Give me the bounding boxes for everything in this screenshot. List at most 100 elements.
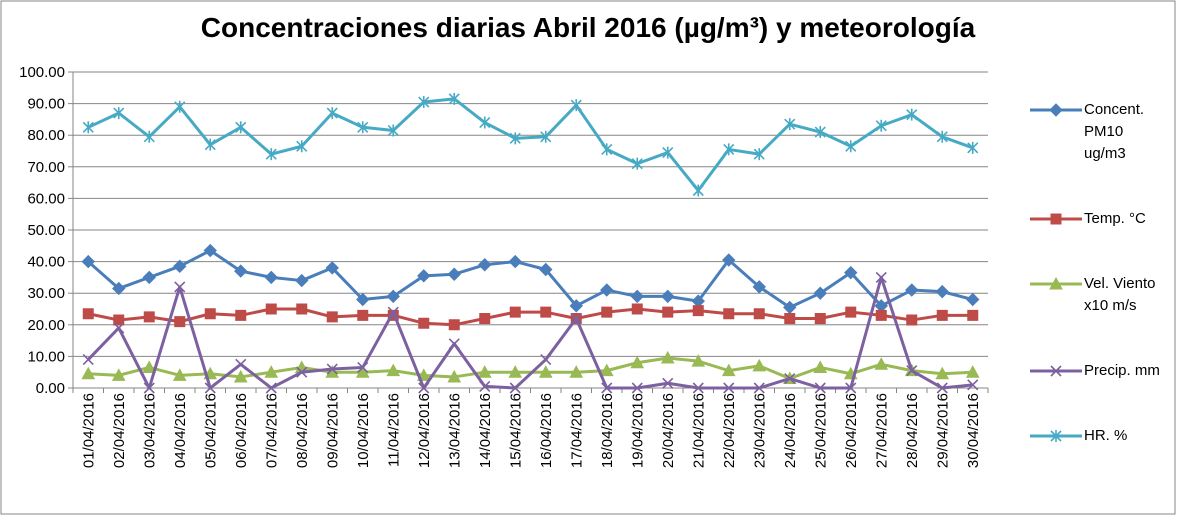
x-tick-label: 10/04/2016 [355,393,372,468]
x-tick-label: 27/04/2016 [873,393,890,468]
marker [234,264,248,278]
x-tick-label: 03/04/2016 [141,393,158,468]
x-tick-label: 15/04/2016 [507,393,524,468]
x-tick-label: 25/04/2016 [812,393,829,468]
marker [630,289,644,304]
marker [599,363,614,377]
y-tick-label: 10.00 [27,348,65,365]
x-tick-label: 26/04/2016 [843,393,860,468]
marker [204,308,216,320]
x-tick-label: 16/04/2016 [538,393,555,468]
y-tick-label: 60.00 [27,190,65,207]
series-line [87,275,973,390]
marker [142,270,156,285]
marker [631,303,643,315]
x-tick-label: 28/04/2016 [904,393,921,468]
marker [418,317,430,329]
marker [875,119,887,132]
marker [906,314,918,326]
marker [296,366,308,378]
legend-item: Concent. PM10 ug/m3 [1028,99,1168,165]
marker [845,306,857,318]
marker [692,184,704,197]
y-tick-label: 70.00 [27,159,65,176]
marker [265,148,277,161]
marker [326,363,338,375]
marker [265,382,277,394]
legend-item: Vel. Viento x10 m/s [1028,273,1168,317]
marker [325,261,339,275]
marker [630,355,645,369]
marker [296,140,308,153]
marker [386,363,401,377]
x-tick-label: 02/04/2016 [111,393,128,468]
marker [662,306,674,318]
legend-item: Temp. °C [1028,208,1168,230]
x-tick-label: 20/04/2016 [660,393,677,468]
marker [81,366,96,380]
marker [662,146,674,159]
marker [540,306,552,318]
marker [875,309,887,321]
marker [691,354,706,367]
marker [509,132,521,145]
marker [814,126,826,139]
legend-swatch [1030,276,1082,290]
legend: Concent. PM10 ug/m3 Temp. °C Vel. Viento x… [1028,78,1168,468]
marker [722,253,736,267]
y-tick-label: 30.00 [27,285,65,302]
marker [479,312,491,324]
marker [172,368,187,381]
marker [784,372,796,385]
series-line [87,249,974,309]
marker [692,382,704,394]
marker [721,363,736,377]
x-tick-label: 18/04/2016 [599,393,616,468]
chart-title: Concentraciones diarias Abril 2016 (µg/m… [201,12,976,43]
marker [81,254,95,269]
marker [660,350,675,364]
legend-item: HR. % [1028,425,1168,447]
marker [447,369,462,383]
marker [174,316,186,328]
marker [874,357,889,370]
marker [539,262,553,277]
marker [967,309,979,321]
marker [448,319,460,331]
y-tick-label: 0.00 [36,380,65,397]
marker [1049,103,1063,118]
x-tick-label: 14/04/2016 [477,393,494,468]
legend-label: Concent. PM10 ug/m3 [1084,101,1145,163]
marker [386,289,400,304]
marker [813,286,827,300]
marker [174,281,186,293]
marker [326,311,338,323]
marker [814,382,826,394]
marker [753,308,765,320]
marker [538,365,553,378]
x-tick-label: 11/04/2016 [385,393,402,467]
x-tick-label: 01/04/2016 [80,393,97,468]
marker [601,382,613,394]
marker [326,107,338,120]
legend-swatch [1030,103,1082,118]
marker [965,365,980,378]
marker [143,311,155,323]
marker [295,273,309,288]
marker [936,309,948,321]
marker [631,157,643,170]
x-tick-label: 17/04/2016 [568,393,585,468]
marker [174,100,186,113]
marker [1050,365,1062,377]
marker [844,265,858,280]
y-tick-label: 100.00 [19,64,65,81]
marker [264,270,278,285]
x-tick-label: 19/04/2016 [629,393,646,468]
legend-swatch [1030,429,1082,442]
marker [570,99,582,112]
marker [235,121,247,134]
marker [601,306,613,318]
marker [203,243,217,258]
marker [967,141,979,154]
